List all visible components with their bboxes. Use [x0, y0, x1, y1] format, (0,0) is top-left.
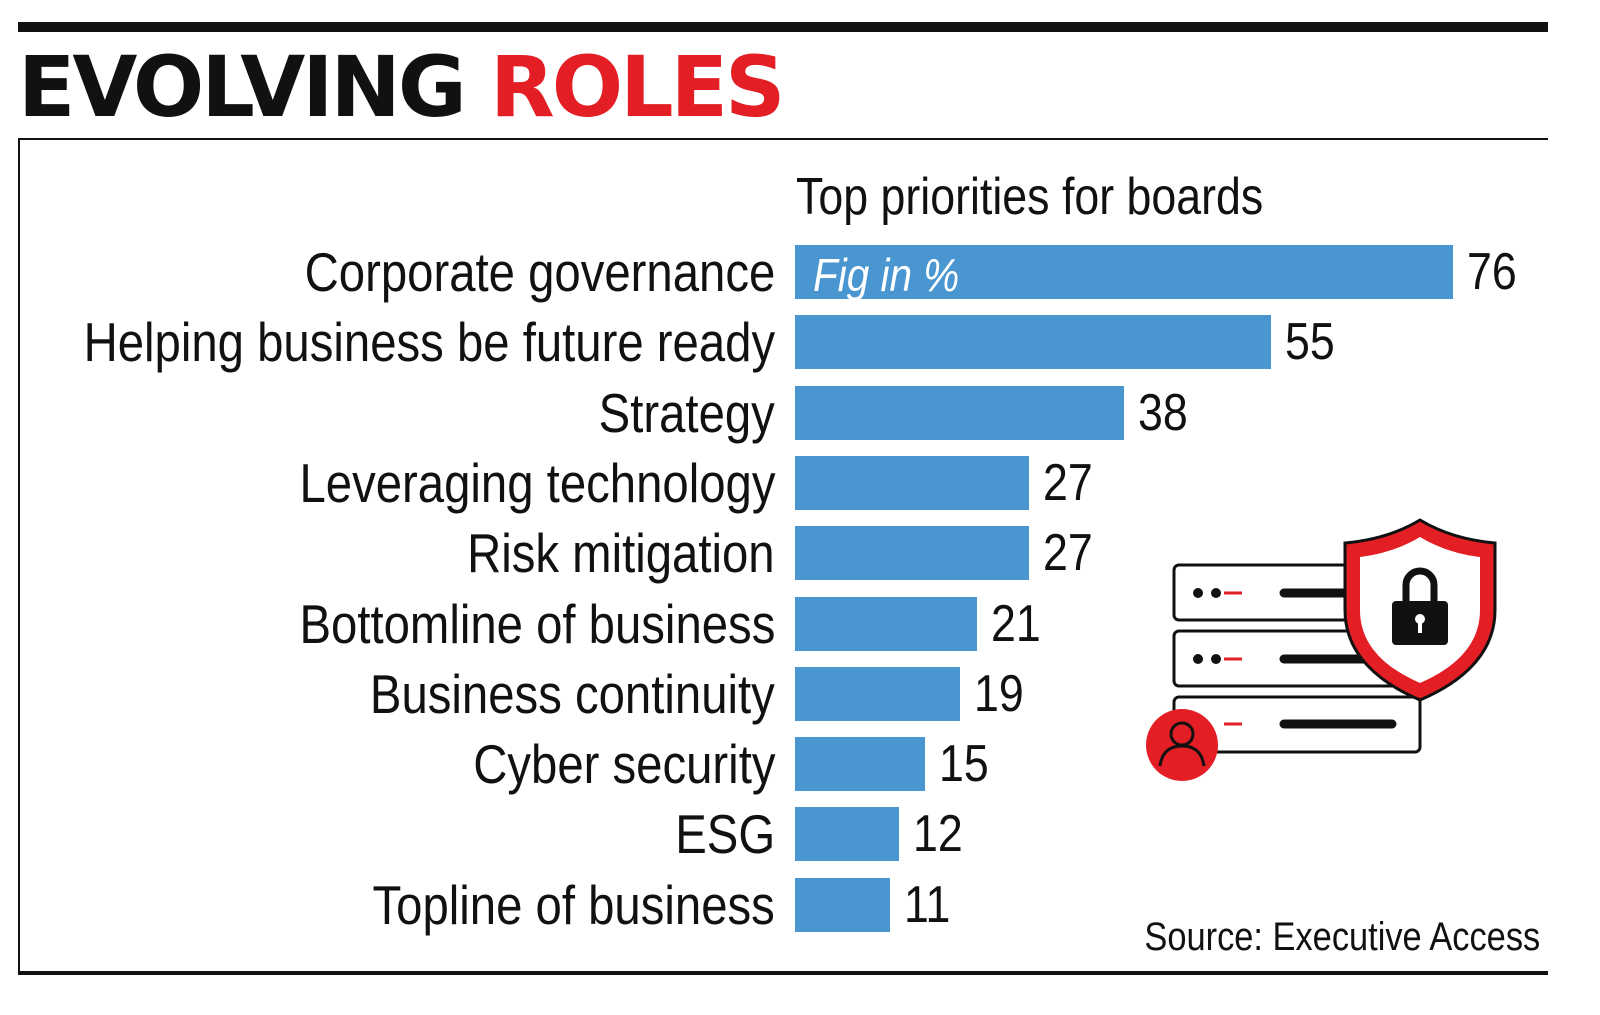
bar: [795, 807, 899, 862]
shield-lock-icon: [1343, 518, 1497, 702]
value-label: 21: [990, 594, 1041, 653]
category-label: Cyber security: [472, 733, 775, 796]
category-label: Strategy: [598, 381, 775, 444]
value-label: 76: [1467, 243, 1517, 301]
bar: [795, 315, 1272, 370]
bar: [795, 455, 1029, 510]
bar: [795, 596, 977, 651]
bar: [795, 737, 925, 792]
value-label: 27: [1042, 524, 1093, 583]
bar: [795, 526, 1029, 581]
bar: [795, 245, 1453, 299]
category-label: Corporate governance: [304, 241, 775, 303]
headline-word-1: EVOLVING: [18, 38, 467, 136]
value-label: 11: [904, 875, 951, 934]
source-credit: Source: Executive Access: [1144, 915, 1540, 959]
figure-note: Fig in %: [813, 249, 960, 301]
headline: EVOLVING ROLES: [18, 38, 786, 136]
category-label: Bottomline of business: [299, 592, 775, 655]
chart-title: Top priorities for boards: [796, 168, 1264, 226]
user-icon: [1146, 709, 1218, 781]
top-rule: [18, 22, 1548, 32]
category-label: Business continuity: [370, 662, 775, 725]
value-label: 27: [1042, 453, 1093, 512]
value-label: 38: [1138, 383, 1188, 442]
value-label: 55: [1285, 313, 1335, 372]
category-label: Topline of business: [372, 873, 775, 936]
category-label: Leveraging technology: [299, 451, 775, 514]
category-label: Risk mitigation: [467, 522, 775, 585]
headline-word-2: ROLES: [490, 38, 785, 136]
bar: [795, 385, 1124, 440]
bar: [795, 877, 891, 932]
category-label: ESG: [675, 803, 775, 866]
value-label: 15: [938, 735, 989, 794]
cyber-security-illustration: [1146, 518, 1497, 781]
value-label: 19: [973, 664, 1024, 723]
bar: [795, 666, 960, 721]
category-label: Helping business be future ready: [83, 311, 775, 374]
chart-frame: [18, 138, 1548, 975]
value-label: 12: [912, 805, 963, 864]
